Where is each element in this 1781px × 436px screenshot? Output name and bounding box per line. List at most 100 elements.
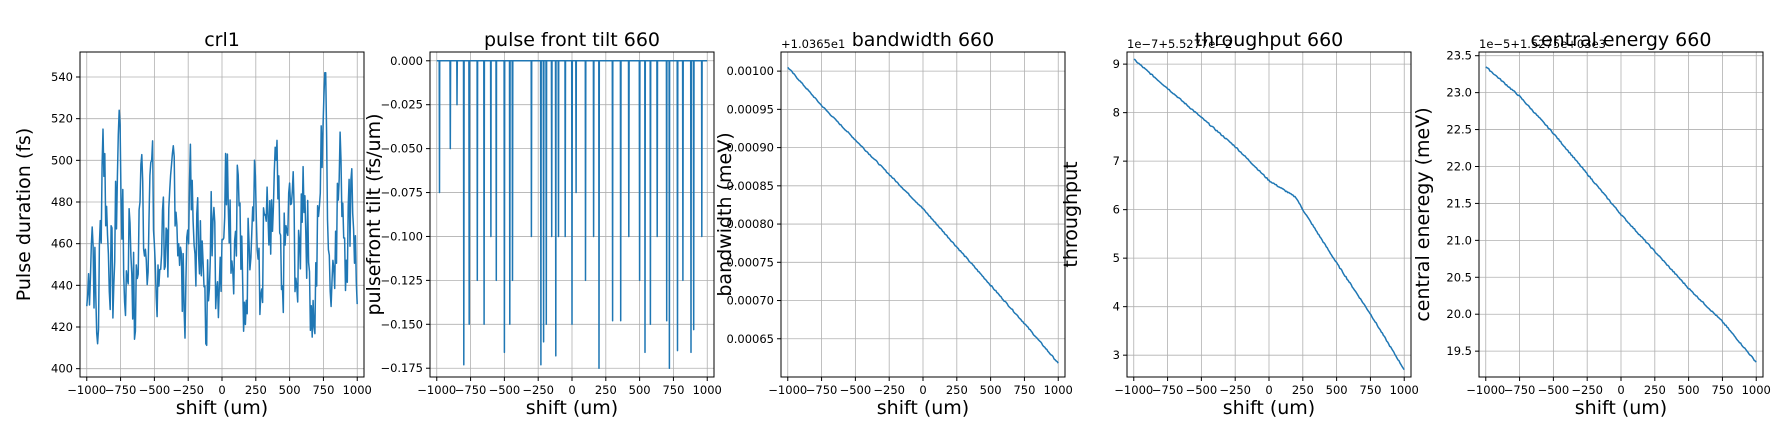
- y-tick-label: 0.00080: [726, 217, 774, 231]
- chart-title: crl1: [204, 29, 240, 51]
- x-tick-label: −250: [1571, 383, 1603, 397]
- y-tick-label: 0.00085: [726, 179, 774, 193]
- y-axis-label: pulsefront tilt (fs/um): [363, 113, 385, 315]
- chart-panel-2: −1000−750 −500 −250 0 250 500 750 1000 0.000 −0.0…: [363, 29, 722, 419]
- y-tick-label: 0.00100: [726, 64, 774, 78]
- y-tick-label: 0.00070: [726, 294, 774, 308]
- chart-title: bandwidth 660: [852, 29, 994, 51]
- x-tick-label: −250: [172, 383, 204, 397]
- x-tick-label: −1000: [1114, 383, 1153, 397]
- x-tick-label: −1000: [67, 383, 106, 397]
- y-axis-offset-text: +1.0365e1: [781, 37, 845, 51]
- x-tick-label: −750: [455, 383, 487, 397]
- x-tick-label: −1000: [417, 383, 456, 397]
- x-axis-label: shift (um): [526, 397, 618, 419]
- x-tick-label: 750: [662, 383, 684, 397]
- x-tick-label: 1000: [343, 383, 372, 397]
- y-axis-label: central eneregy (meV): [1412, 107, 1434, 321]
- y-tick-label: 7: [1113, 154, 1120, 168]
- y-tick-label: 23.0: [1446, 86, 1472, 100]
- x-tick-label: −750: [1152, 383, 1184, 397]
- x-tick-label: −500: [489, 383, 521, 397]
- x-tick-label: −500: [1186, 383, 1218, 397]
- y-tick-label: −0.025: [380, 98, 423, 112]
- data-series-line: [436, 60, 708, 369]
- y-axis-label: throughput: [1060, 161, 1082, 267]
- x-tick-label: −1000: [768, 383, 807, 397]
- x-tick-label: 500: [279, 383, 301, 397]
- y-tick-label: 0.00095: [726, 102, 774, 116]
- chart-title: central energy 660: [1531, 29, 1712, 51]
- x-tick-label: 0: [919, 383, 926, 397]
- x-tick-label: 1000: [1390, 383, 1419, 397]
- chart-panel-3: −1000−750 −500 −250 0 250 500 750 1000 0.00065 0.…: [714, 29, 1073, 419]
- x-axis-label: shift (um): [1223, 397, 1315, 419]
- x-tick-label: −750: [1504, 383, 1536, 397]
- data-series-line: [1133, 58, 1405, 371]
- x-tick-label: −750: [806, 383, 838, 397]
- chart-title: pulse front tilt 660: [484, 29, 660, 51]
- y-tick-label: 0.00075: [726, 255, 774, 269]
- x-tick-label: 750: [1359, 383, 1381, 397]
- x-tick-label: 500: [1678, 383, 1700, 397]
- x-axis-label: shift (um): [877, 397, 969, 419]
- y-axis-label: bandwidth (meV): [714, 132, 736, 296]
- y-tick-label: −0.175: [380, 361, 423, 375]
- chart-panel-4: −1000−750 −500 −250 0 250 500 750 1000 3 4 5 6 7 8 9 th…: [1060, 29, 1419, 419]
- x-tick-label: 250: [245, 383, 267, 397]
- x-tick-label: 750: [1711, 383, 1733, 397]
- y-tick-label: 4: [1113, 300, 1120, 314]
- y-tick-label: −0.100: [380, 229, 423, 243]
- x-tick-label: 750: [312, 383, 334, 397]
- x-axis-label: shift (um): [176, 397, 268, 419]
- y-axis-offset-text: 1e−7+5.5277e−2: [1127, 37, 1232, 51]
- y-tick-label: 3: [1113, 348, 1120, 362]
- y-tick-label: 460: [51, 237, 73, 251]
- y-tick-label: 0.000: [390, 54, 423, 68]
- y-tick-label: 8: [1113, 106, 1120, 120]
- chart-panel-1: −1000−750 −500 −250 0 250 500 750 1000 400 420 440…: [13, 29, 372, 419]
- x-tick-label: 250: [595, 383, 617, 397]
- y-tick-label: 21.0: [1446, 233, 1472, 247]
- y-tick-label: −0.075: [380, 186, 423, 200]
- x-tick-label: 0: [568, 383, 575, 397]
- y-tick-label: 400: [51, 362, 73, 376]
- y-tick-label: 5: [1113, 251, 1120, 265]
- y-tick-label: 20.5: [1446, 270, 1472, 284]
- x-tick-label: −500: [840, 383, 872, 397]
- x-tick-label: −250: [873, 383, 905, 397]
- chart-title: throughput 660: [1195, 29, 1344, 51]
- y-tick-label: 22.0: [1446, 159, 1472, 173]
- x-tick-label: 500: [629, 383, 651, 397]
- x-tick-label: 250: [946, 383, 968, 397]
- y-tick-label: 23.5: [1446, 49, 1472, 63]
- x-tick-label: 250: [1644, 383, 1666, 397]
- y-tick-label: 500: [51, 153, 73, 167]
- y-tick-label: 21.5: [1446, 196, 1472, 210]
- x-tick-label: −500: [1538, 383, 1570, 397]
- y-tick-label: 22.5: [1446, 123, 1472, 137]
- y-tick-label: 540: [51, 70, 73, 84]
- y-tick-label: 20.0: [1446, 307, 1472, 321]
- y-tick-label: 440: [51, 278, 73, 292]
- x-tick-label: 0: [1617, 383, 1624, 397]
- y-tick-label: 420: [51, 320, 73, 334]
- x-tick-label: 250: [1292, 383, 1314, 397]
- y-tick-label: 19.5: [1446, 344, 1472, 358]
- y-axis-label: Pulse duration (fs): [13, 128, 35, 301]
- y-tick-label: 480: [51, 195, 73, 209]
- x-tick-label: −250: [1219, 383, 1251, 397]
- data-series-line: [86, 72, 358, 347]
- x-tick-label: 0: [1265, 383, 1272, 397]
- x-tick-label: 750: [1013, 383, 1035, 397]
- x-axis-label: shift (um): [1575, 397, 1667, 419]
- x-tick-label: −500: [139, 383, 171, 397]
- y-axis-offset-text: 1e−5+1.5275e+03e3: [1479, 37, 1606, 51]
- x-tick-label: 1000: [693, 383, 722, 397]
- x-tick-label: 0: [218, 383, 225, 397]
- y-tick-label: −0.150: [380, 317, 423, 331]
- x-tick-label: −750: [105, 383, 137, 397]
- y-tick-label: 0.00090: [726, 141, 774, 155]
- y-tick-label: −0.050: [380, 142, 423, 156]
